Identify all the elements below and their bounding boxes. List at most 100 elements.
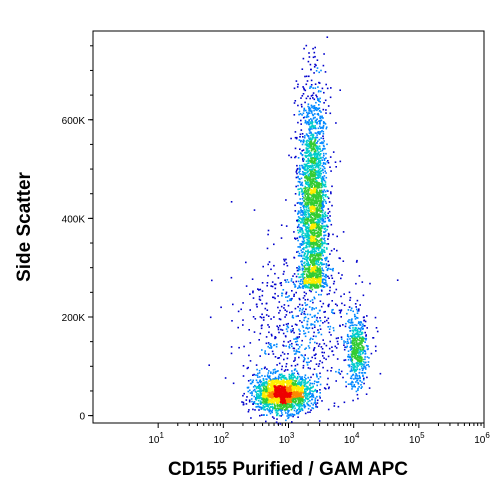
data-point bbox=[355, 340, 358, 342]
data-point bbox=[315, 145, 318, 147]
data-point bbox=[271, 400, 273, 403]
data-point bbox=[315, 101, 317, 104]
data-point bbox=[306, 398, 309, 401]
data-point bbox=[314, 171, 317, 174]
data-point bbox=[323, 91, 325, 94]
data-point bbox=[317, 230, 320, 233]
data-point bbox=[319, 101, 321, 103]
data-point bbox=[318, 168, 321, 171]
data-point bbox=[305, 198, 308, 201]
data-point bbox=[311, 163, 313, 165]
data-point bbox=[325, 225, 328, 228]
data-point bbox=[298, 286, 301, 289]
data-point bbox=[354, 349, 356, 351]
data-point bbox=[302, 140, 304, 143]
data-point bbox=[311, 161, 314, 164]
data-point bbox=[299, 206, 302, 209]
data-point bbox=[290, 392, 293, 394]
data-point bbox=[259, 385, 262, 388]
data-point bbox=[361, 369, 364, 372]
data-point bbox=[310, 270, 313, 273]
data-point bbox=[282, 374, 284, 377]
data-point bbox=[356, 379, 358, 382]
data-point bbox=[301, 273, 304, 275]
data-point bbox=[266, 383, 269, 386]
data-point bbox=[358, 371, 361, 374]
data-point bbox=[303, 217, 306, 219]
data-point bbox=[352, 363, 355, 365]
data-point bbox=[313, 109, 315, 112]
data-point bbox=[307, 113, 309, 115]
data-point bbox=[309, 232, 312, 234]
data-point bbox=[320, 189, 323, 192]
data-point bbox=[305, 181, 307, 183]
data-point bbox=[308, 130, 311, 132]
data-point bbox=[304, 281, 307, 283]
data-point bbox=[317, 177, 319, 179]
data-point bbox=[297, 405, 300, 407]
data-point bbox=[292, 394, 295, 397]
data-point bbox=[308, 154, 311, 156]
data-point bbox=[257, 376, 259, 378]
data-point bbox=[297, 387, 299, 389]
data-point bbox=[312, 147, 315, 149]
data-point bbox=[301, 210, 304, 212]
data-point bbox=[316, 246, 319, 248]
data-point bbox=[315, 267, 317, 270]
data-point bbox=[307, 212, 309, 214]
data-point bbox=[257, 397, 259, 400]
data-point bbox=[324, 388, 327, 390]
data-point bbox=[315, 180, 318, 182]
data-point bbox=[309, 172, 312, 175]
data-point bbox=[301, 181, 303, 184]
data-point bbox=[297, 121, 299, 124]
data-point bbox=[347, 356, 350, 358]
data-point bbox=[315, 229, 318, 232]
data-point bbox=[262, 391, 264, 394]
data-point bbox=[320, 156, 322, 159]
data-point bbox=[308, 220, 311, 222]
data-point bbox=[317, 196, 319, 199]
data-point bbox=[323, 246, 326, 249]
data-point bbox=[297, 184, 299, 187]
data-point bbox=[306, 234, 308, 236]
data-point bbox=[319, 210, 322, 212]
data-point bbox=[315, 127, 317, 130]
data-point bbox=[358, 356, 360, 359]
data-point bbox=[260, 380, 263, 383]
data-point bbox=[304, 218, 307, 221]
data-point bbox=[299, 229, 302, 231]
data-point bbox=[318, 131, 320, 133]
data-point bbox=[277, 389, 280, 391]
data-point bbox=[285, 199, 287, 201]
data-point bbox=[307, 262, 310, 265]
data-point bbox=[280, 377, 282, 379]
data-point bbox=[300, 177, 303, 180]
data-point bbox=[281, 389, 283, 392]
data-point bbox=[318, 223, 320, 225]
data-point bbox=[309, 258, 312, 260]
data-point bbox=[364, 353, 366, 355]
data-point bbox=[312, 114, 315, 117]
data-point bbox=[310, 219, 313, 222]
data-point bbox=[295, 176, 298, 179]
data-point bbox=[266, 389, 268, 391]
data-point bbox=[293, 384, 295, 386]
data-point bbox=[355, 381, 357, 383]
data-point bbox=[311, 207, 314, 210]
data-point bbox=[307, 227, 310, 229]
data-point bbox=[312, 254, 314, 256]
data-point bbox=[295, 171, 298, 173]
data-point bbox=[281, 393, 284, 396]
data-point bbox=[314, 280, 317, 283]
data-point bbox=[326, 269, 329, 272]
data-point bbox=[286, 380, 289, 383]
data-point bbox=[287, 384, 289, 387]
data-point bbox=[308, 174, 310, 177]
data-point bbox=[305, 268, 308, 271]
data-point bbox=[314, 153, 316, 155]
data-point bbox=[270, 398, 272, 401]
data-point bbox=[313, 141, 315, 143]
data-point bbox=[320, 170, 323, 172]
data-point bbox=[319, 217, 321, 219]
